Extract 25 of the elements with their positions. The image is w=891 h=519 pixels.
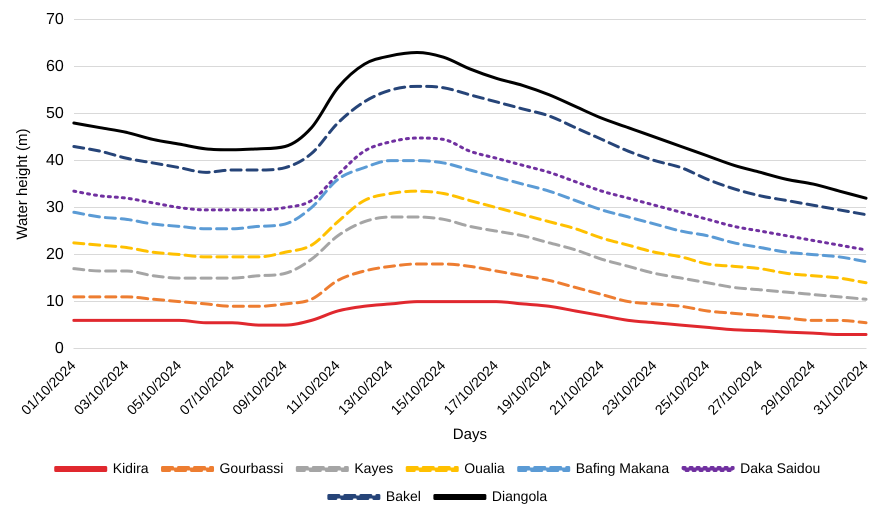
line-series: [72, 159, 868, 264]
legend-label: Kayes: [354, 460, 394, 476]
y-tick-label: 0: [54, 340, 64, 357]
legend-label: Bafing Makana: [576, 460, 670, 476]
legend-label: Kidira: [112, 460, 149, 476]
y-tick-label: 40: [46, 152, 64, 169]
line-series: [72, 215, 868, 301]
x-axis-title: Days: [452, 426, 487, 444]
y-tick-label: 20: [46, 246, 64, 263]
y-axis-title: Water height (m): [14, 128, 32, 240]
y-tick-label: 30: [46, 198, 64, 216]
legend-label: Bakel: [386, 488, 421, 504]
line-series: [72, 84, 868, 216]
line-series: [72, 190, 868, 284]
y-tick-label: 50: [46, 105, 64, 122]
legend-label: Gourbassi: [220, 460, 284, 476]
y-tick-label: 70: [46, 11, 64, 28]
line-series: [72, 262, 868, 324]
legend-label: Oualia: [464, 460, 505, 476]
line-series: [72, 300, 868, 336]
legend-label: Diangola: [492, 488, 548, 504]
legend-label: Daka Saidou: [740, 460, 820, 476]
y-tick-label: 10: [46, 292, 64, 310]
y-tick-label: 60: [46, 58, 64, 76]
line-series: [72, 51, 868, 200]
